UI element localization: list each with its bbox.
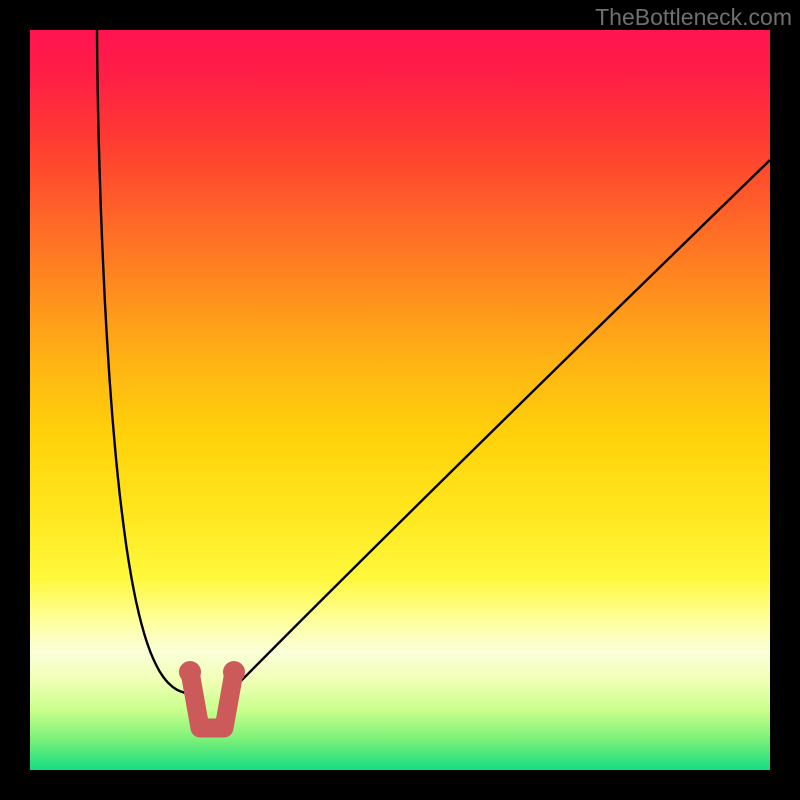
chart-svg (0, 0, 800, 800)
bracket-left-dot (179, 661, 201, 683)
chart-container: TheBottleneck.com (0, 0, 800, 800)
watermark-text: TheBottleneck.com (595, 4, 792, 31)
plot-background (30, 30, 770, 770)
bracket-right-dot (223, 661, 245, 683)
